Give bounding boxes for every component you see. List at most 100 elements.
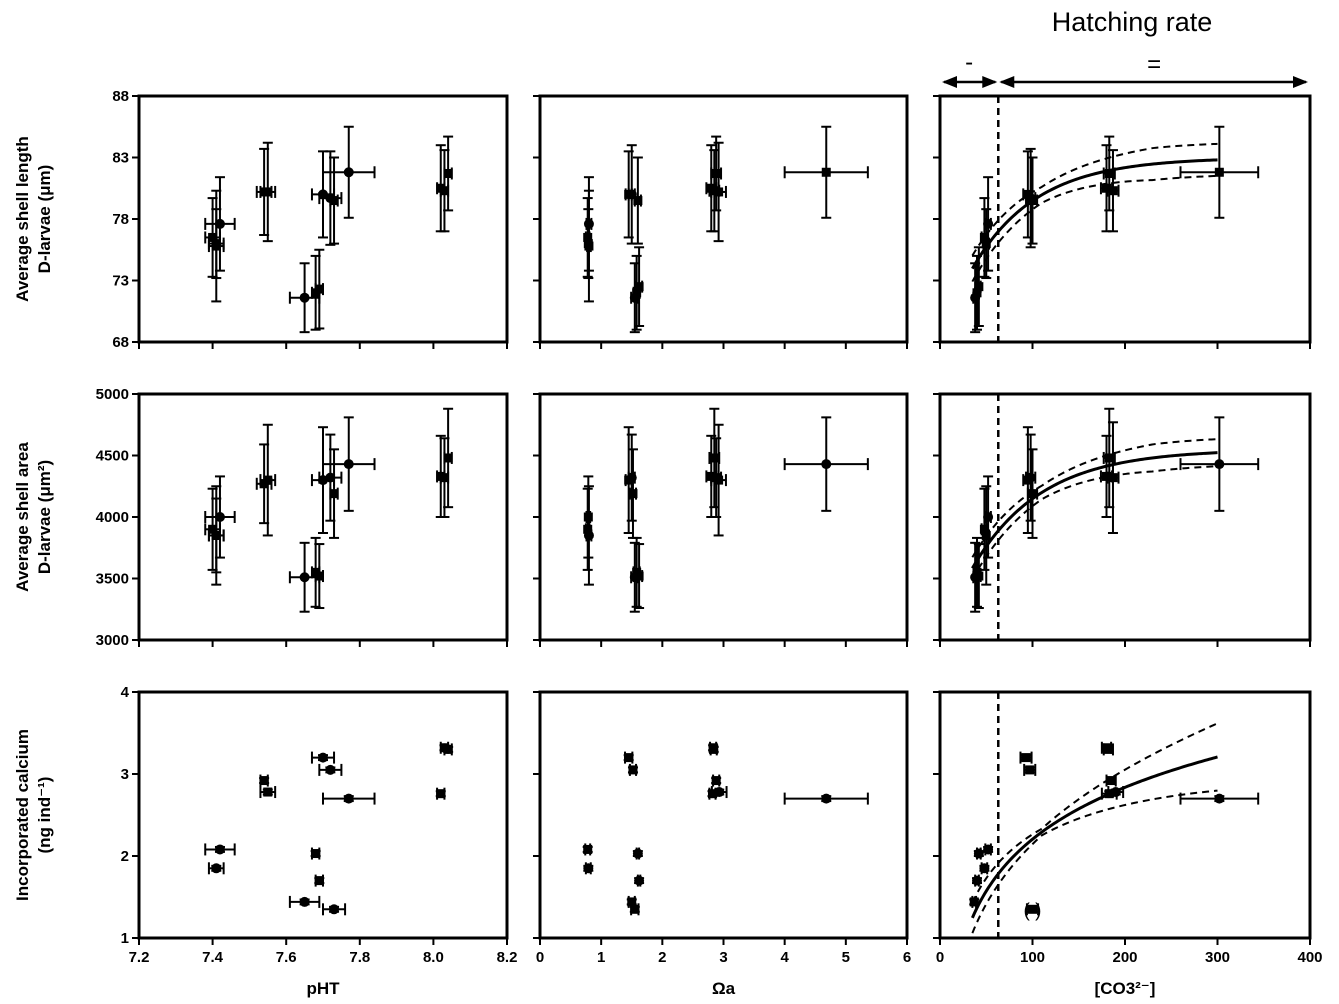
square-marker (443, 453, 453, 463)
y-tick-label: 88 (112, 88, 129, 105)
x-tick-label: 3 (719, 949, 727, 966)
square-marker (632, 288, 642, 298)
data-point (1026, 448, 1039, 539)
y-axis-label: D-larvae (μm²) (35, 460, 54, 574)
data-point (259, 774, 270, 787)
data-point (310, 751, 336, 764)
data-point (1179, 792, 1260, 805)
data-point (973, 246, 984, 328)
square-marker (263, 475, 273, 485)
data-point (711, 774, 722, 787)
hatching-bracket: - = (942, 49, 1308, 88)
data-point (204, 487, 221, 571)
data-point (322, 903, 347, 916)
square-marker (972, 288, 982, 298)
square-marker (1028, 489, 1037, 499)
square-marker (1106, 776, 1116, 786)
data-point (710, 135, 723, 212)
x-tick-label: 7.4 (202, 949, 224, 966)
data-point (1025, 147, 1037, 249)
y-tick-label: 83 (112, 150, 129, 167)
data-point (310, 847, 321, 860)
y-tick-label: 3 (121, 766, 129, 783)
square-marker (208, 524, 218, 534)
square-marker (979, 232, 989, 242)
data-point (1179, 416, 1260, 512)
circle-marker (983, 844, 994, 855)
circle-marker (821, 459, 832, 470)
y-tick-label: 3500 (96, 571, 129, 588)
data-point (583, 485, 594, 586)
data-point (634, 246, 645, 328)
square-marker (628, 765, 638, 775)
circle-marker (299, 292, 310, 303)
data-point (207, 862, 225, 875)
data-point (318, 763, 343, 776)
panel-frame (938, 392, 1312, 642)
circle-marker (821, 793, 832, 804)
data-point (288, 895, 321, 908)
panel-p11: 68 73 78 83 88 Average shell length D-larvae (… (13, 88, 509, 351)
circle-marker (343, 167, 354, 178)
y-tick-label: 4500 (96, 448, 129, 465)
panel-p12 (533, 94, 909, 349)
square-marker (634, 282, 644, 292)
square-marker (443, 744, 453, 754)
fit-curves (971, 722, 1218, 934)
outlier-annotation: ( ) (1024, 900, 1042, 921)
panel-p13 (933, 94, 1312, 349)
square-marker (634, 571, 644, 581)
data-point (983, 475, 994, 559)
square-marker (1025, 765, 1035, 775)
square-marker (709, 744, 719, 754)
data-point (583, 189, 594, 303)
fit-line (971, 158, 1218, 270)
data-point (1102, 743, 1114, 756)
x-tick-label: 8.0 (423, 949, 444, 966)
square-marker (436, 789, 446, 799)
data-point (629, 903, 640, 916)
circle-marker (343, 459, 354, 470)
circle-marker (583, 530, 594, 541)
data-point (1025, 903, 1040, 916)
square-marker (439, 473, 449, 483)
square-marker (314, 876, 324, 886)
data-point (783, 125, 869, 219)
data-point (207, 485, 225, 586)
confidence-lower (971, 174, 1218, 283)
y-axis-label: Incorporated calcium (13, 729, 32, 901)
circle-marker (211, 863, 222, 874)
y-axis-label: Average shell length (13, 136, 32, 302)
panel-frame (137, 690, 509, 940)
circle-marker (299, 572, 310, 583)
data-point (259, 141, 277, 243)
circle-marker (1214, 459, 1225, 470)
data-point (443, 743, 454, 756)
data-point (259, 786, 277, 799)
figure-title: Hatching rate (1052, 7, 1213, 37)
data-point (783, 792, 869, 805)
data-point (322, 792, 376, 805)
data-point (204, 176, 236, 272)
data-point (204, 475, 236, 559)
data-point (1019, 751, 1033, 764)
square-marker (1108, 186, 1118, 196)
circle-marker (325, 472, 336, 483)
data-point (314, 874, 325, 887)
y-tick-label: 2 (121, 848, 129, 865)
y-tick-label: 73 (112, 273, 129, 290)
square-marker (974, 571, 984, 581)
data-point (1107, 786, 1125, 799)
circle-marker (979, 863, 990, 874)
square-marker (628, 489, 638, 499)
y-tick-label: 4 (121, 684, 130, 701)
data-point (1106, 421, 1120, 534)
x-tick-label: 7.2 (129, 949, 150, 966)
x-tick-label: 7.8 (349, 949, 370, 966)
data-point (259, 423, 277, 537)
panel-p22 (533, 392, 909, 647)
panel-frame (538, 94, 909, 344)
x-axis-label: Ωa (712, 979, 736, 998)
data-point (439, 437, 450, 518)
